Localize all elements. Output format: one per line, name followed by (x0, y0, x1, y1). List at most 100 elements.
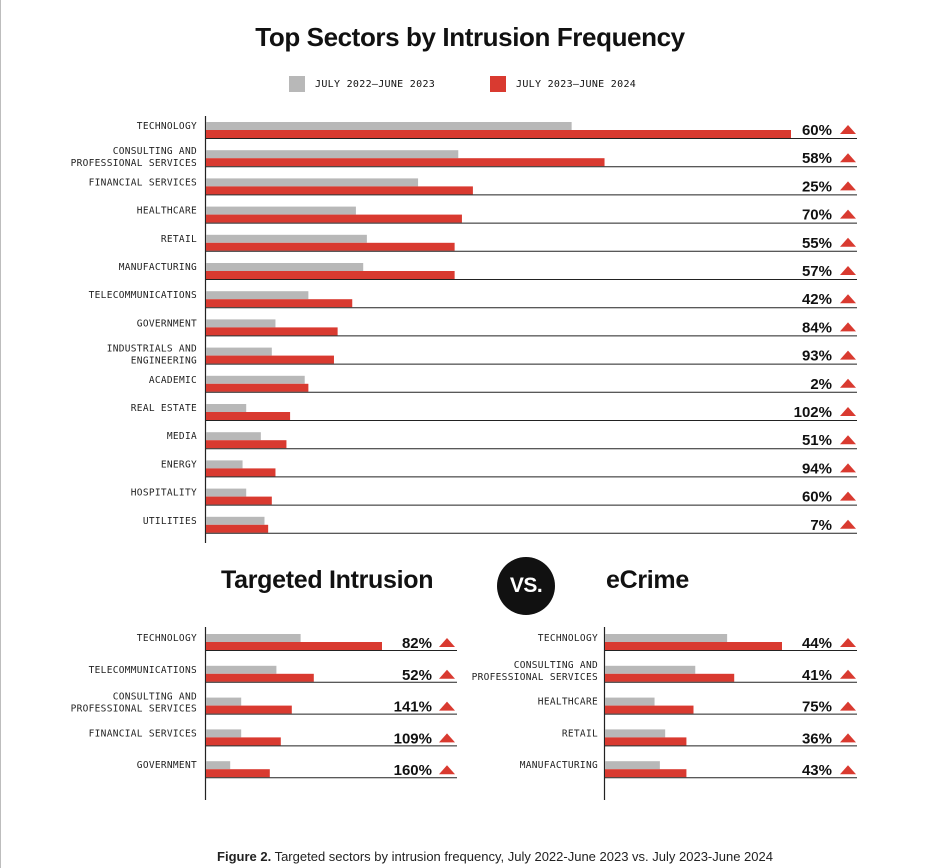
increase-arrow-icon (840, 669, 856, 679)
bar-curr (206, 214, 462, 223)
legend-item-curr: JULY 2023–JUNE 2024 (490, 76, 636, 92)
increase-arrow-icon (840, 153, 856, 163)
targeted-intrusion-bar-chart: TECHNOLOGY 82% TELECOMMUNICATIONS 52% CONSUL… (71, 627, 457, 800)
change-percent-label: 109% (394, 730, 432, 747)
legend-swatch-prev (289, 76, 305, 92)
bar-prev (206, 634, 301, 642)
increase-arrow-icon (840, 701, 856, 711)
category-label: GOVERNMENT (137, 318, 197, 329)
category-label: PROFESSIONAL SERVICES (71, 158, 197, 169)
category-label: HEALTHCARE (137, 206, 197, 217)
caption-prefix: Figure 2. (217, 849, 272, 864)
change-percent-label: 7% (810, 517, 832, 534)
bar-curr (206, 496, 272, 505)
bar-prev (206, 206, 356, 215)
bar-curr (206, 642, 382, 650)
category-label: UTILITIES (143, 516, 197, 527)
category-label: FINANCIAL SERVICES (89, 728, 197, 739)
category-label: ENERGY (161, 459, 197, 470)
change-percent-label: 55% (802, 235, 832, 252)
bar-curr (206, 769, 270, 778)
bar-curr (206, 705, 292, 714)
category-label: HEALTHCARE (538, 697, 598, 708)
bar-curr (206, 673, 314, 682)
bar-prev (605, 697, 655, 706)
category-label: MANUFACTURING (520, 760, 598, 771)
bar-prev (206, 432, 261, 441)
change-percent-label: 60% (802, 122, 832, 139)
increase-arrow-icon (439, 669, 455, 679)
category-label: REAL ESTATE (131, 403, 197, 414)
bar-prev (206, 665, 277, 674)
bar-prev (206, 122, 572, 130)
bar-curr (605, 769, 687, 778)
category-label: INDUSTRIALS AND (107, 344, 197, 355)
increase-arrow-icon (439, 701, 455, 711)
category-label: FINANCIAL SERVICES (89, 177, 197, 188)
bar-curr (206, 130, 791, 138)
bar-curr (206, 468, 276, 477)
bar-prev (206, 697, 242, 706)
category-label: RETAIL (161, 234, 197, 245)
ecrime-title: eCrime (606, 566, 689, 594)
bar-prev (206, 347, 272, 356)
change-percent-label: 75% (802, 699, 832, 716)
category-label: TECHNOLOGY (137, 633, 197, 644)
category-label: ACADEMIC (149, 375, 197, 386)
bar-curr (206, 186, 473, 195)
bar-curr (206, 299, 353, 308)
increase-arrow-icon (840, 378, 856, 388)
increase-arrow-icon (439, 638, 455, 647)
increase-arrow-icon (840, 237, 856, 247)
vs-label: VS. (509, 574, 543, 597)
chart-title: Top Sectors by Intrusion Frequency (255, 22, 685, 52)
increase-arrow-icon (439, 765, 455, 775)
bar-prev (605, 729, 666, 738)
bar-prev (206, 516, 265, 525)
increase-arrow-icon (840, 435, 856, 445)
change-percent-label: 2% (810, 376, 832, 393)
bar-prev (206, 460, 243, 469)
change-percent-label: 82% (402, 635, 432, 652)
bar-prev (206, 150, 459, 159)
category-label: PROFESSIONAL SERVICES (71, 704, 197, 715)
bar-prev (206, 234, 367, 243)
change-percent-label: 70% (802, 207, 832, 224)
increase-arrow-icon (840, 638, 856, 647)
bar-curr (605, 705, 694, 714)
bar-curr (206, 242, 455, 251)
caption-text: Targeted sectors by intrusion frequency,… (271, 849, 773, 864)
bar-curr (206, 158, 605, 167)
change-percent-label: 44% (802, 635, 832, 652)
increase-arrow-icon (840, 322, 856, 332)
change-percent-label: 60% (802, 489, 832, 506)
change-percent-label: 160% (394, 762, 432, 779)
bar-prev (605, 665, 696, 674)
category-label: RETAIL (562, 728, 598, 739)
bar-prev (206, 404, 247, 412)
bar-curr (206, 524, 269, 533)
increase-arrow-icon (840, 125, 856, 134)
change-percent-label: 58% (802, 150, 832, 167)
bar-prev (206, 178, 419, 187)
change-percent-label: 42% (802, 291, 832, 308)
bar-curr (605, 642, 782, 650)
bar-prev (206, 263, 364, 271)
increase-arrow-icon (840, 519, 856, 529)
vs-badge: VS. (497, 557, 555, 615)
change-percent-label: 141% (394, 699, 432, 716)
bar-prev (206, 375, 305, 384)
bar-curr (605, 673, 735, 682)
category-label: TELECOMMUNICATIONS (89, 290, 197, 301)
increase-arrow-icon (840, 294, 856, 304)
bar-curr (206, 355, 334, 364)
category-label: MANUFACTURING (119, 262, 197, 273)
bar-prev (206, 761, 231, 770)
category-label: PROFESSIONAL SERVICES (472, 672, 598, 683)
bar-prev (206, 488, 247, 497)
bar-prev (206, 319, 276, 328)
increase-arrow-icon (840, 733, 856, 743)
bar-curr (206, 737, 281, 746)
increase-arrow-icon (439, 733, 455, 743)
